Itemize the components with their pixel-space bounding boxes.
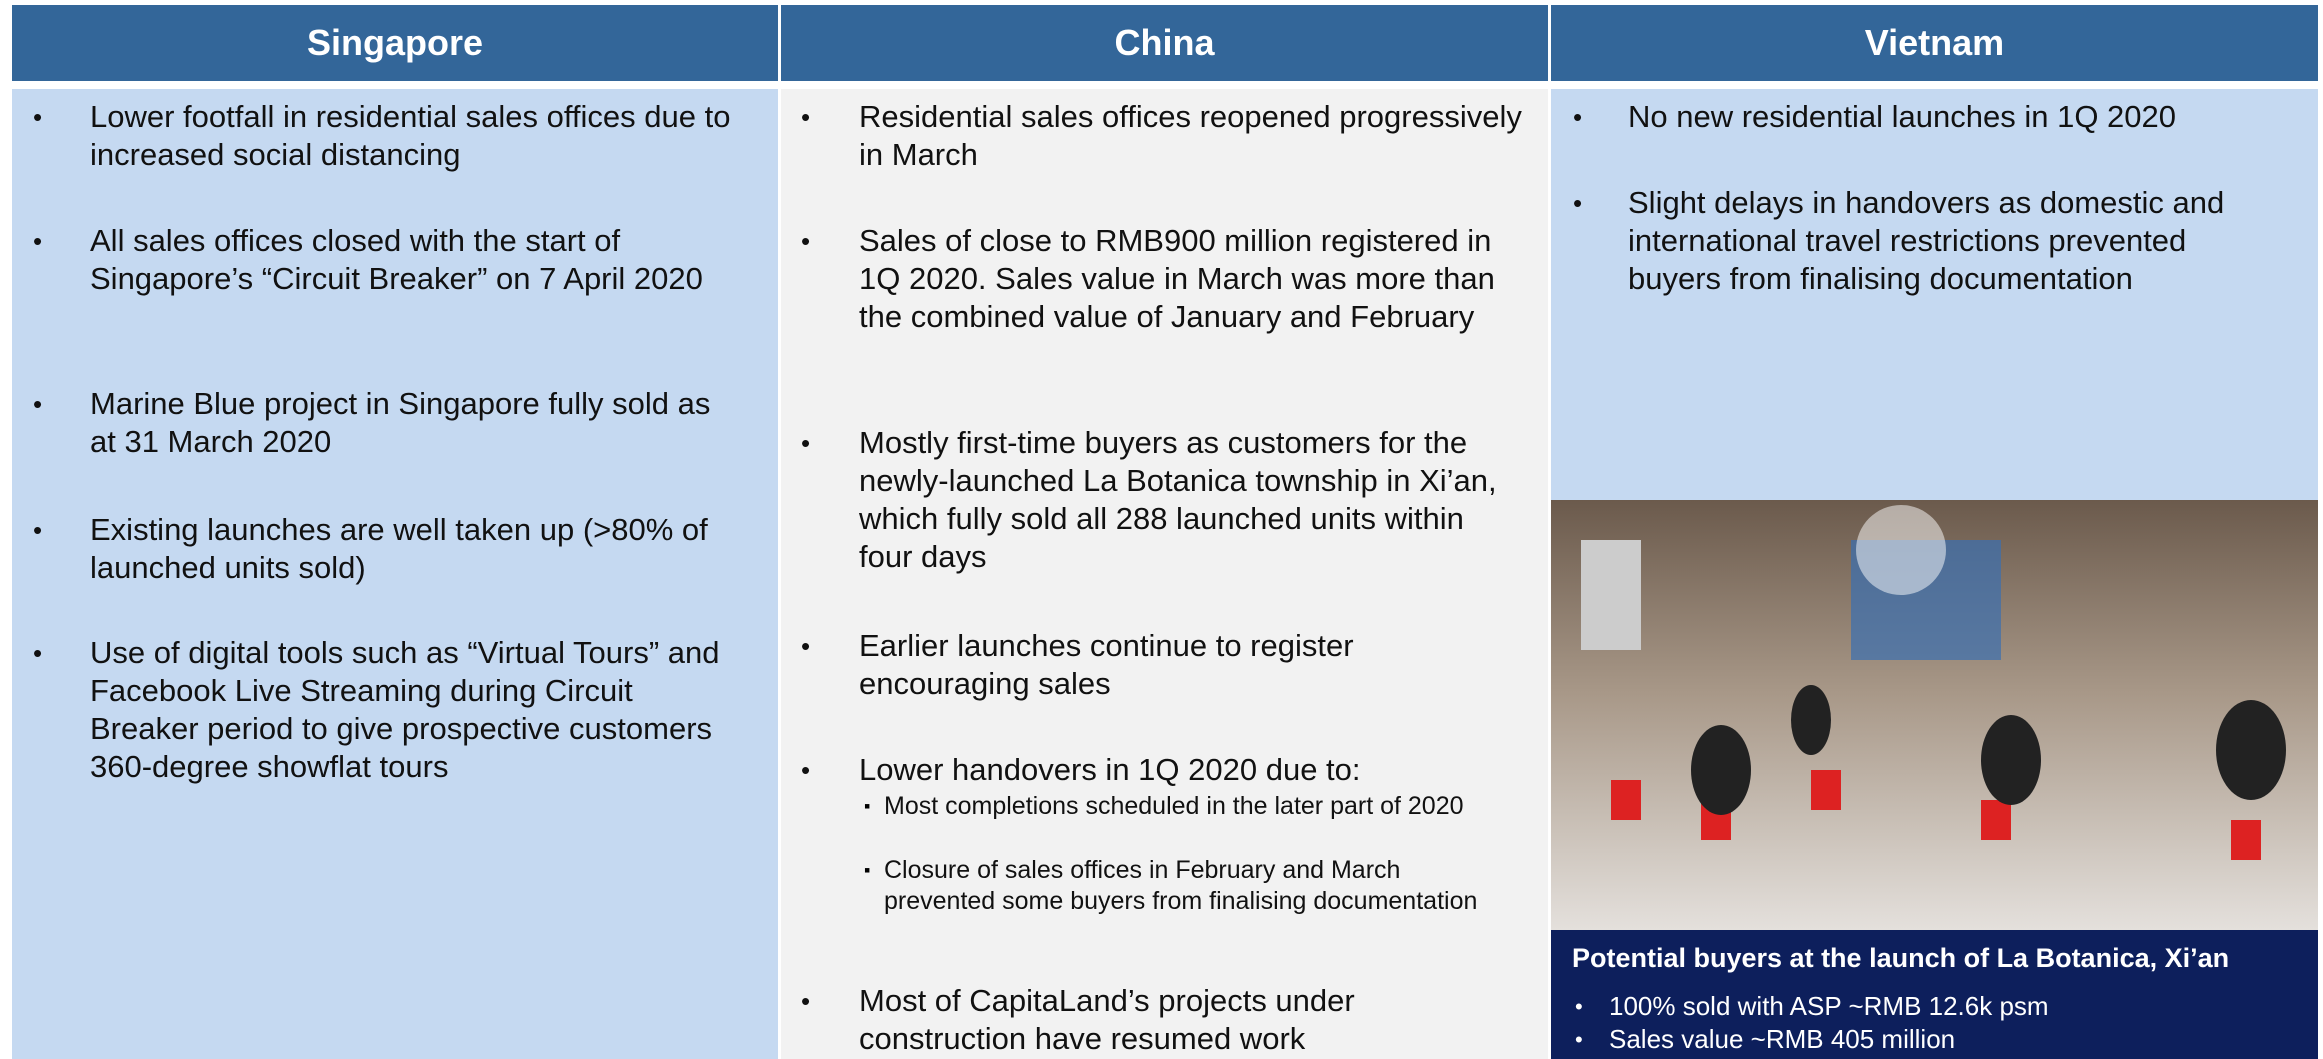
- sub-bullet-dot: ▪: [864, 860, 871, 880]
- sg-panel: [12, 89, 778, 1059]
- bullet-text: Sales of close to RMB900 million registe…: [859, 223, 1495, 334]
- bullet-dot: •: [33, 638, 43, 668]
- sub-bullet-dot: ▪: [864, 796, 871, 816]
- caption-bullet: 100% sold with ASP ~RMB 12.6k psm: [1609, 991, 2049, 1021]
- bullet-dot: •: [1573, 188, 1583, 218]
- bullet-text: No new residential launches in 1Q 2020: [1628, 99, 2177, 134]
- bullet-text: Existing launches are well taken up (>80…: [90, 512, 708, 585]
- photo: [1551, 500, 2318, 930]
- caption-title: Potential buyers at the launch of La Bot…: [1572, 943, 2230, 973]
- bullet-dot: •: [801, 755, 811, 785]
- column-header: Singapore: [12, 5, 778, 81]
- caption-bullet: Sales value ~RMB 405 million: [1609, 1024, 1956, 1054]
- bullet-dot: •: [33, 102, 43, 132]
- bullet-dot: •: [801, 631, 811, 661]
- bullet-text: Mostly first-time buyers as customers fo…: [859, 425, 1497, 574]
- bullet-text: Most of CapitaLand’s projects under cons…: [859, 983, 1355, 1056]
- vn-panel: [1551, 89, 2318, 500]
- bullet-text: Earlier launches continue to register en…: [859, 628, 1354, 701]
- bullet-dot: •: [801, 986, 811, 1016]
- bullet-dot: •: [801, 428, 811, 458]
- column-header: China: [781, 5, 1548, 81]
- cn-panel: [781, 89, 1548, 1059]
- bullet-text: Marine Blue project in Singapore fully s…: [90, 386, 711, 459]
- caption-box: [1551, 930, 2318, 1059]
- bullet-dot: •: [1573, 102, 1583, 132]
- bullet-dot: •: [33, 515, 43, 545]
- bullet-dot: •: [33, 389, 43, 419]
- bullet-text: Lower footfall in residential sales offi…: [90, 99, 731, 172]
- sub-bullet-text: Closure of sales offices in February and…: [884, 856, 1478, 915]
- bullet-dot: •: [33, 226, 43, 256]
- caption-dot: •: [1575, 1027, 1583, 1052]
- column-header: Vietnam: [1551, 5, 2318, 81]
- bullet-text: Lower handovers in 1Q 2020 due to:: [859, 752, 1361, 787]
- caption-dot: •: [1575, 994, 1583, 1019]
- bullet-text: All sales offices closed with the start …: [90, 223, 703, 296]
- bullet-dot: •: [801, 102, 811, 132]
- bullet-dot: •: [801, 226, 811, 256]
- bullet-text: Use of digital tools such as “Virtual To…: [90, 635, 720, 784]
- bullet-text: Residential sales offices reopened progr…: [859, 99, 1522, 172]
- sub-bullet-text: Most completions scheduled in the later …: [884, 792, 1464, 820]
- bullet-text: Slight delays in handovers as domestic a…: [1628, 185, 2225, 296]
